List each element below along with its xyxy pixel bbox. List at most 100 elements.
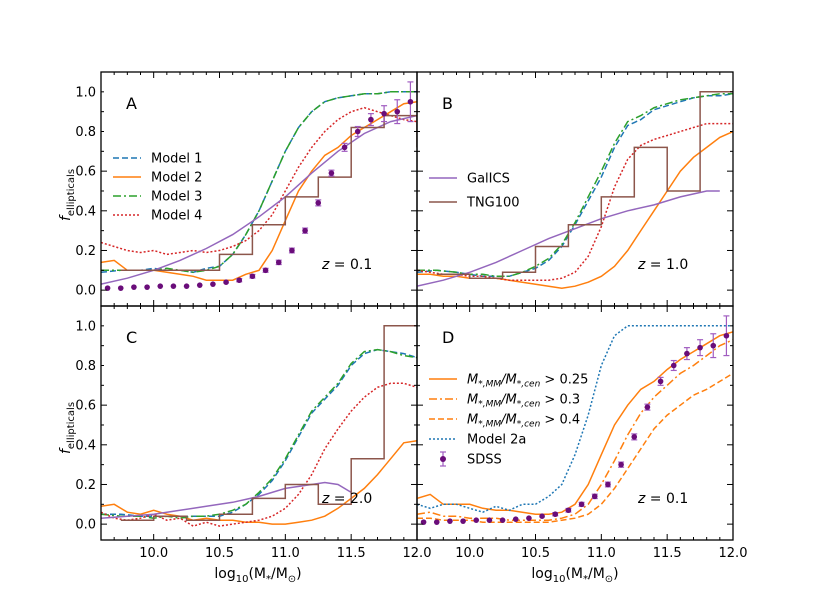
y-tick-label: 0.6 [75,399,96,414]
sdss-point [289,247,295,254]
legend-label: Model 2 [151,171,202,186]
sdss-point [710,342,717,349]
redshift-label: z = 2.0 [321,491,372,507]
sdss-point [486,517,493,523]
legend-label: GalICS [467,172,510,187]
series-line-galics [417,190,720,287]
series-step-tng100 [120,325,417,521]
series-line-galics [101,481,352,519]
sdss-point [249,273,256,280]
plot-area [417,91,733,289]
sdss-point [512,516,519,522]
xlabel-left: log10(M*/M⊙) [214,566,301,585]
legend-entry: M*,MM/M*,cen > 0.25 [429,373,588,390]
y-tick-label: 0.2 [75,478,96,493]
sdss-point [591,493,598,500]
y-tick-label: 1.0 [75,319,96,334]
y-tick-label: 0.0 [75,284,96,299]
x-tick-label: 11.5 [653,546,682,561]
x-tick-label: 10.0 [455,546,484,561]
y-tick-label: 0.6 [75,165,96,180]
ylabel-bottom: fellipticals [58,402,77,454]
sdss-point [144,284,150,290]
sdss-point [183,283,190,289]
sdss-point [104,285,111,291]
sdss-point [631,434,638,440]
sdss-point [565,507,572,514]
sdss-point [170,283,177,289]
sdss-point [670,362,677,369]
legend-label: SDSS [467,453,502,468]
sdss-point [697,344,703,351]
sdss-point [526,515,532,521]
plot-area [101,81,417,291]
sdss-point [684,350,690,357]
sdss-point [157,283,164,289]
x-tick-label: 12.0 [719,546,748,561]
legend-entry: Model 1 [113,152,202,167]
sdss-point [117,285,124,291]
redshift-label: z = 0.1 [321,257,372,273]
panel-C: 10.0 10.5 11.0 11.5 12.0 0.0 0.2 0.4 0.6 0.8 1.0 Cz… [75,305,432,561]
legend-label: Model 4 [151,209,202,224]
series-line-model-4 [101,106,417,256]
sdss-point [644,404,651,410]
legend-label: M*,MM/M*,cen > 0.25 [467,373,588,390]
sdss-point [420,519,427,525]
legend-label: TNG100 [466,196,520,211]
legend-entry: GalICS [429,172,510,187]
series-line-model-4 [101,382,417,527]
sdss-point [578,501,585,508]
legend-marker [440,456,446,462]
sdss-point [552,511,559,518]
sdss-point [381,110,387,117]
sdss-point [433,519,440,525]
sdss-point [473,517,480,523]
x-tick-label: 10.0 [139,546,168,561]
legend-entry: Model 2 [113,171,202,186]
legend-label: Model 2a [467,433,526,448]
x-tick-label: 11.0 [587,546,616,561]
sdss-point [341,144,348,151]
series-line-model-3 [101,91,417,274]
panel-label: D [442,328,454,347]
x-tick-label: 10.5 [521,546,550,561]
legend-label: M*,MM/M*,cen > 0.3 [467,393,580,410]
panel-label: B [442,94,453,113]
legend-entry: SDSS [440,451,502,468]
plot-area [101,325,417,527]
y-tick-label: 0.4 [75,204,96,219]
sdss-point [275,259,282,266]
x-tick-label: 12.0 [403,546,432,561]
sdss-point [447,518,453,524]
legend-label: M*,MM/M*,cen > 0.4 [467,413,580,430]
sdss-point [394,108,401,115]
x-tick-label: 10.5 [205,546,234,561]
legend-label: Model 3 [151,190,202,205]
sdss-point [460,518,466,524]
sdss-point [223,279,229,286]
series-line-model-2 [101,100,417,281]
series-line-m-mm-m-cen-0-4 [417,372,733,523]
panel-A: 0.0 0.2 0.4 0.6 0.8 1.0 Az = 0.1 Model 1 Model 2… [75,71,418,307]
sdss-point [236,277,243,284]
series-line-model-2 [101,440,417,525]
y-tick-label: 0.4 [75,438,96,453]
sdss-point [618,461,624,468]
legend-entry: M*,MM/M*,cen > 0.3 [429,393,580,410]
series-line-m-mm-m-cen-0-3 [417,339,733,521]
redshift-label: z = 1.0 [637,257,688,273]
plot-area [417,315,733,525]
sdss-point [196,282,203,288]
panel-label: C [126,328,137,347]
sdss-point [407,98,414,105]
legend-entry: Model 3 [113,190,202,205]
legend-label: Model 1 [151,152,202,167]
sdss-point [315,200,322,206]
series-line-m-mm-m-cen-0-25 [417,331,733,515]
sdss-point [302,227,308,234]
y-tick-label: 0.8 [75,125,96,140]
sdss-point [368,116,374,123]
panel-label: A [126,94,137,113]
